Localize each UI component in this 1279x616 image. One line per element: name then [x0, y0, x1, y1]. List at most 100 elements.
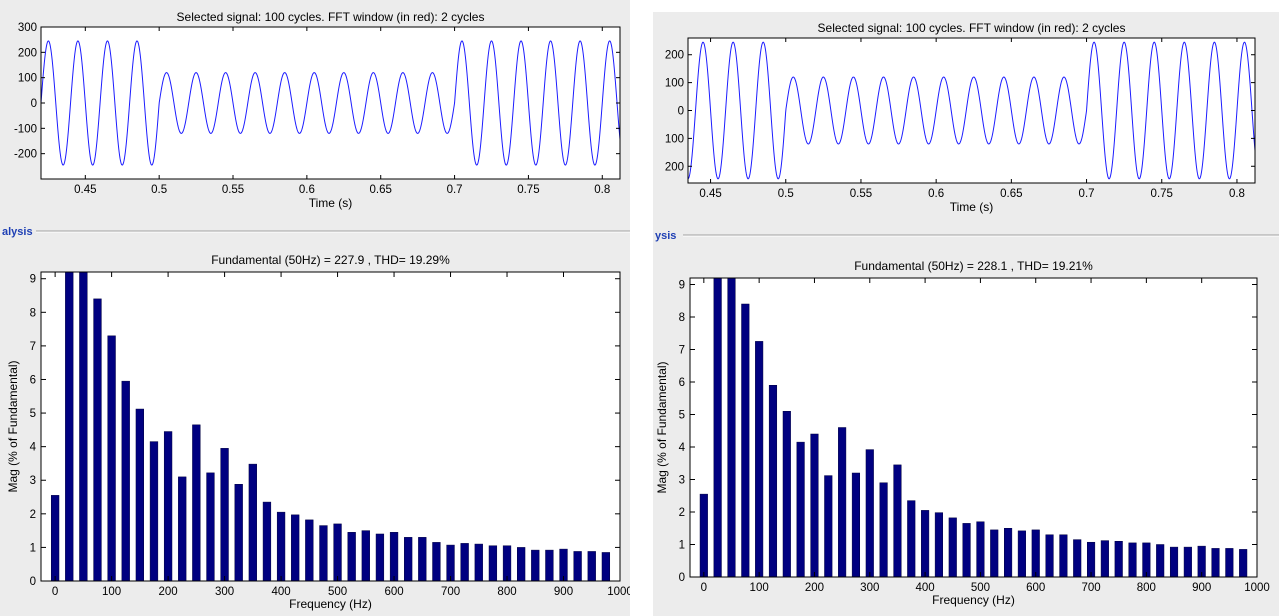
- x-tick-label: 0.65: [1000, 188, 1022, 200]
- x-tick-label: 0.75: [1151, 188, 1173, 200]
- y-tick-label: 2: [679, 507, 685, 519]
- fft-axes-right: 0 100 200 300 400 500 600 700 800 900 1000 9 8 7 6 5 4 3 2…: [655, 259, 1270, 607]
- y-tick-label: 4: [679, 442, 686, 454]
- harmonic-bar: [907, 500, 916, 578]
- y-tick-label: -200: [14, 149, 37, 161]
- fft-analysis-panel-right: 0.45 0.5 0.55 0.6 0.65 0.7 0.75 0.8 200 100 0 100 20…: [653, 12, 1279, 616]
- harmonic-bar: [865, 449, 874, 578]
- x-axis-label: Frequency (Hz): [932, 593, 1015, 607]
- harmonic-bar: [768, 385, 778, 578]
- harmonic-bar: [601, 552, 611, 582]
- y-tick-label: 8: [30, 307, 36, 319]
- harmonic-bar: [234, 484, 243, 582]
- x-tick-label: 400: [271, 586, 290, 598]
- harmonic-bar: [149, 441, 159, 582]
- harmonic-bar: [404, 537, 413, 582]
- harmonic-bar: [347, 532, 356, 582]
- harmonic-bar: [755, 341, 764, 578]
- harmonic-bar: [948, 517, 957, 578]
- harmonic-bar: [389, 532, 399, 582]
- harmonic-bar: [727, 277, 736, 578]
- harmonic-bar: [50, 495, 60, 582]
- y-tick-label: 5: [679, 410, 685, 422]
- y-tick-label: 7: [679, 345, 685, 357]
- harmonic-bar: [573, 551, 582, 582]
- y-tick-label: 9: [30, 274, 36, 286]
- harmonic-bar: [1045, 534, 1054, 578]
- y-tick-label: 100: [665, 78, 684, 90]
- harmonic-bar: [178, 476, 187, 582]
- x-tick-label: 500: [971, 582, 990, 594]
- x-tick-label: 0.55: [222, 184, 244, 196]
- y-tick-label: 7: [30, 341, 36, 353]
- harmonic-bar: [517, 547, 526, 582]
- x-tick-label: 0.45: [74, 184, 96, 196]
- harmonic-bar: [1225, 548, 1234, 578]
- harmonic-bar: [879, 482, 888, 578]
- harmonic-bar: [432, 542, 441, 582]
- y-tick-label: 0: [31, 98, 37, 110]
- x-tick-label: 0.5: [151, 184, 167, 196]
- y-tick-label: 3: [679, 475, 685, 487]
- harmonic-bar: [990, 529, 999, 578]
- y-tick-label: 4: [30, 442, 37, 454]
- section-separator-right: ysis: [653, 228, 1279, 242]
- y-tick-label: 200: [18, 47, 37, 59]
- harmonic-bar: [838, 427, 847, 578]
- harmonic-bar: [418, 537, 427, 582]
- axes-box: [689, 277, 1258, 578]
- y-tick-label: 0: [679, 572, 685, 584]
- x-tick-label: 600: [1026, 582, 1045, 594]
- x-tick-label: 500: [328, 586, 347, 598]
- harmonic-bar: [1004, 528, 1013, 578]
- harmonic-bar: [262, 501, 272, 582]
- harmonic-bar: [375, 533, 385, 582]
- x-tick-label: 0: [701, 582, 707, 594]
- harmonic-bar: [796, 441, 805, 578]
- harmonic-bar: [545, 549, 554, 582]
- section-label-analysis: alysis: [2, 226, 33, 238]
- harmonic-bar: [474, 543, 483, 582]
- harmonic-bar: [976, 521, 985, 578]
- y-tick-label: 1: [30, 542, 36, 554]
- harmonic-bar: [1142, 542, 1151, 578]
- signal-axes-right: 0.45 0.5 0.55 0.6 0.65 0.7 0.75 0.8 200 100 0 100 20…: [665, 21, 1256, 214]
- y-tick-label: -100: [14, 123, 37, 135]
- x-tick-label: 0.6: [928, 188, 944, 200]
- x-tick-label: 1000: [1244, 582, 1270, 594]
- x-tick-label: 300: [860, 582, 879, 594]
- y-tick-label: 6: [30, 374, 36, 386]
- harmonic-bar: [587, 551, 596, 582]
- harmonic-bar: [810, 433, 819, 578]
- harmonic-bar: [361, 530, 370, 582]
- fft-title: Fundamental (50Hz) = 228.1 , THD= 19.21%: [854, 259, 1093, 273]
- harmonic-bar: [824, 475, 833, 578]
- x-tick-label: 200: [805, 582, 824, 594]
- harmonic-bar: [741, 303, 750, 578]
- harmonic-bar: [713, 277, 722, 578]
- harmonic-bar: [93, 298, 102, 582]
- y-axis-label: Mag (% of Fundamental): [655, 361, 669, 493]
- x-tick-label: 0.8: [594, 184, 610, 196]
- harmonic-bar: [1031, 529, 1040, 578]
- harmonic-bar: [1183, 546, 1192, 578]
- harmonic-bar: [291, 514, 300, 582]
- plot-area: [688, 38, 1255, 183]
- fft-axes-left: 0 100 200 300 400 500 600 700 800 900 1000 9 8 7 6 5 4 3 2…: [6, 253, 630, 611]
- harmonic-bar: [65, 271, 74, 582]
- harmonic-bar: [1211, 548, 1220, 578]
- x-tick-label: 0.7: [447, 184, 463, 196]
- harmonic-bar: [305, 519, 314, 582]
- x-tick-label: 0: [52, 586, 58, 598]
- harmonic-bar: [782, 411, 791, 578]
- harmonic-bar: [276, 511, 286, 582]
- harmonic-bar: [1156, 544, 1165, 578]
- y-tick-label: 5: [30, 408, 36, 420]
- harmonic-bar: [934, 512, 943, 578]
- x-tick-label: 100: [750, 582, 769, 594]
- x-axis-label: Time (s): [309, 196, 353, 210]
- harmonic-bar: [1100, 540, 1109, 578]
- harmonic-bar: [121, 380, 130, 582]
- harmonic-bar: [1017, 530, 1026, 578]
- right-figure: 0.45 0.5 0.55 0.6 0.65 0.7 0.75 0.8200100010020…: [653, 21, 1279, 607]
